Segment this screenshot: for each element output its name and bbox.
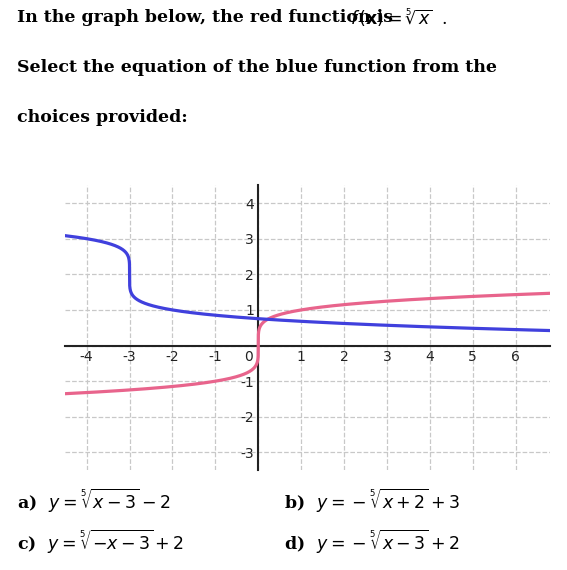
Text: d)  $y = -\sqrt[5]{x-3} + 2$: d) $y = -\sqrt[5]{x-3} + 2$ <box>284 528 459 556</box>
Text: b)  $y = -\sqrt[5]{x+2} + 3$: b) $y = -\sqrt[5]{x+2} + 3$ <box>284 487 459 515</box>
Text: $f\,(\mathbf{x}) = \sqrt[5]{x}$  .: $f\,(\mathbf{x}) = \sqrt[5]{x}$ . <box>350 7 447 29</box>
Text: c)  $y = \sqrt[5]{-x-3} + 2$: c) $y = \sqrt[5]{-x-3} + 2$ <box>17 528 184 556</box>
Text: choices provided:: choices provided: <box>17 109 188 126</box>
Text: a)  $y = \sqrt[5]{x-3} - 2$: a) $y = \sqrt[5]{x-3} - 2$ <box>17 487 170 515</box>
Text: Select the equation of the blue function from the: Select the equation of the blue function… <box>17 59 497 76</box>
Text: 0: 0 <box>244 350 253 364</box>
Text: In the graph below, the red function is: In the graph below, the red function is <box>17 9 399 26</box>
